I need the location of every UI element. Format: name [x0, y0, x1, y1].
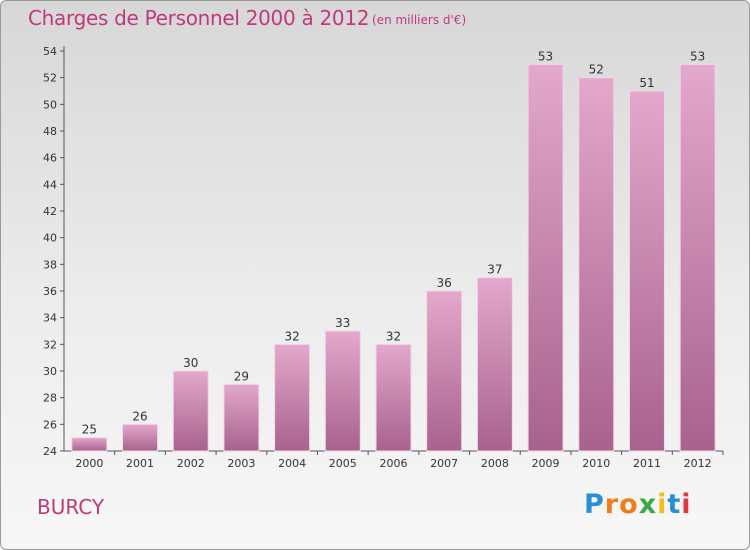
bar [274, 343, 311, 452]
x-tick-label: 2008 [481, 457, 509, 470]
chart-title: Charges de Personnel 2000 à 2012 [28, 6, 370, 30]
data-label: 53 [690, 49, 705, 63]
y-tick-label: 28 [43, 392, 57, 405]
proxiti-logo: Proxiti [584, 489, 692, 520]
x-tick-label: 2005 [329, 457, 357, 470]
axes: 24 26 28 30 32 34 36 38 40 42 44 46 48 50 52 54 [43, 45, 724, 458]
y-tick-label: 40 [43, 232, 57, 245]
y-tick-label: 24 [43, 445, 57, 458]
data-label: 25 [82, 423, 97, 437]
x-tick-label: 2012 [684, 457, 712, 470]
bar [122, 423, 159, 452]
y-tick-label: 38 [43, 258, 57, 271]
bar [172, 370, 209, 452]
bar [578, 77, 615, 452]
y-tick-label: 42 [43, 205, 57, 218]
y-tick-label: 54 [43, 45, 57, 58]
y-tick-label: 52 [43, 72, 57, 85]
bars [71, 63, 716, 452]
bar [628, 90, 665, 452]
logo-letter: r [604, 489, 620, 520]
bar [476, 277, 513, 452]
data-label: 53 [538, 49, 553, 63]
x-tick-label: 2000 [75, 457, 103, 470]
bar [375, 343, 412, 452]
logo-letter: x [638, 489, 658, 520]
x-tick-label: 2010 [582, 457, 610, 470]
bar [223, 383, 260, 452]
bar [679, 63, 716, 452]
bar [426, 290, 463, 452]
data-label: 26 [132, 409, 147, 423]
place-name: BURCY [37, 495, 105, 519]
data-label: 51 [639, 76, 654, 90]
x-tick-label: 2006 [380, 457, 408, 470]
y-tick-label: 36 [43, 285, 57, 298]
x-tick-label: 2009 [532, 457, 560, 470]
bar [527, 63, 564, 452]
bar [324, 330, 361, 452]
x-tick-label: 2001 [126, 457, 154, 470]
chart-subtitle: (en milliers d'€) [372, 13, 467, 27]
logo-letter: t [667, 489, 682, 520]
data-label: 52 [589, 63, 604, 77]
y-tick-label: 32 [43, 338, 57, 351]
logo-letter: i [657, 489, 668, 520]
y-tick-label: 30 [43, 365, 57, 378]
data-label: 36 [437, 276, 452, 290]
y-tick-label: 26 [43, 418, 57, 431]
y-tick-label: 46 [43, 152, 57, 165]
bar [71, 437, 108, 452]
data-label: 37 [487, 263, 502, 277]
y-tick-label: 48 [43, 125, 57, 138]
logo-letter: i [681, 489, 692, 520]
logo-letter: P [584, 489, 605, 520]
logo-letter: o [619, 489, 639, 520]
data-label: 33 [335, 316, 350, 330]
x-tick-label: 2003 [227, 457, 255, 470]
labels: 25 2000 26 2001 30 2002 29 2003 32 2004 33 2005 32 20… [75, 49, 711, 470]
x-tick-label: 2007 [430, 457, 458, 470]
data-label: 29 [234, 369, 249, 383]
data-label: 30 [183, 356, 198, 370]
x-tick-label: 2004 [278, 457, 306, 470]
y-tick-label: 34 [43, 312, 57, 325]
x-tick-label: 2002 [177, 457, 205, 470]
y-tick-label: 50 [43, 98, 57, 111]
x-tick-label: 2011 [633, 457, 661, 470]
y-tick-label: 44 [43, 178, 57, 191]
data-label: 32 [386, 329, 401, 343]
data-label: 32 [284, 329, 299, 343]
